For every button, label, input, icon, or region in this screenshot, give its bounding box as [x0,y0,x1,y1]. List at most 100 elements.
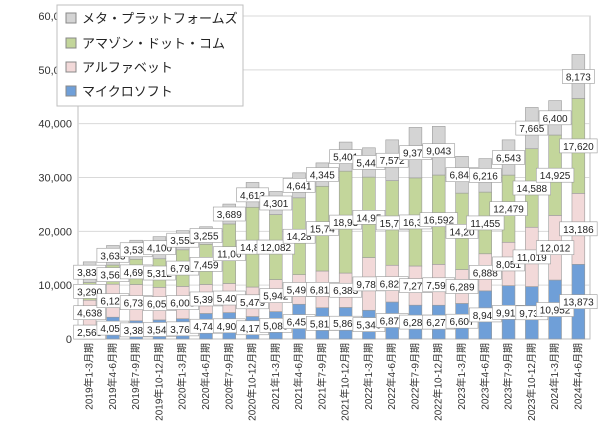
data-label: 5,479 [240,298,265,309]
x-tick-label: 2020年10-12月期 [246,343,259,421]
data-label: 4,641 [287,181,312,192]
legend-label-amazon: アマゾン・ドット・コム [82,36,225,51]
data-label: 5,401 [333,153,358,164]
x-tick-label: 2021年4-6月期 [292,343,305,410]
data-label: 12,082 [261,243,292,254]
data-label: 4,744 [193,322,218,333]
data-label: 3,767 [170,325,195,336]
data-label: 11,06 [217,250,242,261]
data-label: 12,012 [540,244,571,255]
data-label: 14,28 [287,232,312,243]
data-label: 6,005 [170,299,195,310]
data-label: 14,925 [540,171,571,182]
data-label: 6,799 [170,264,195,275]
legend-item-meta: メタ・プラットフォームズ [65,11,238,26]
data-label-box [256,239,295,255]
x-tick-label: 2021年7-9月期 [315,343,328,410]
legend-swatch-meta [65,12,77,24]
x-tick-label: 2019年1-3月期 [83,343,96,410]
data-label-box [259,195,293,211]
data-label-box [419,212,458,227]
data-label: 16,37 [403,218,428,229]
data-label: 3,837 [77,268,102,279]
data-label: 4,174 [240,324,265,335]
data-label: 3,532 [124,246,149,257]
data-label: 7,276 [403,282,428,293]
data-label-box [466,215,505,231]
data-label: 3,385 [124,326,149,337]
data-label: 3,290 [77,287,102,298]
data-label-box [512,180,551,196]
data-label: 6,888 [473,268,498,279]
data-label: 11,455 [470,219,500,230]
data-label: 6,842 [449,171,474,182]
x-tick-label: 2022年7-9月期 [408,343,421,410]
data-label: 5,312 [147,269,172,280]
data-label: 14,588 [517,184,548,195]
data-label: 6,289 [449,283,474,294]
data-label: 4,613 [240,191,265,202]
data-label: 5,340 [356,321,381,332]
data-label: 5,942 [263,292,288,303]
x-tick-label: 2022年10-12月期 [432,343,445,421]
data-label-box [189,228,223,243]
data-label: 5,496 [287,285,312,296]
data-label: 6,052 [147,300,172,311]
data-label: 6,819 [310,285,335,296]
data-label: 7,459 [193,260,218,271]
legend-swatch-microsoft [65,85,77,97]
data-label-box [489,201,528,216]
data-label: 4,345 [310,171,335,182]
data-label: 6,607 [449,317,474,328]
data-label: 4,907 [217,322,242,333]
data-label: 5,391 [193,295,218,306]
data-label-box [535,167,575,183]
data-label: 12,479 [493,205,524,216]
data-label-box [422,143,456,158]
data-label: 2,565 [77,328,102,339]
x-tick-label: 2023年7-9月期 [502,343,515,410]
data-label: 8,943 [473,311,498,322]
x-tick-label: 2022年1-3月期 [362,343,375,410]
data-label: 5,406 [217,294,242,305]
y-tick-label: 30,000 [38,173,72,185]
data-label: 7,595 [426,281,451,292]
x-tick-label: 2019年4-6月期 [106,343,119,410]
data-label: 4,051 [100,324,125,335]
legend-item-microsoft: マイクロソフト [65,84,173,99]
data-label: 3,689 [217,210,242,221]
x-tick-label: 2021年1-3月期 [269,343,282,410]
x-tick-label: 2020年4-6月期 [199,343,212,410]
data-label: 6,543 [496,153,521,164]
x-tick-label: 2020年7-9月期 [222,343,235,410]
data-label-box [559,138,598,154]
data-label: 9,375 [403,149,428,160]
data-label: 4,638 [77,309,102,320]
x-tick-label: 2023年1-3月期 [455,343,468,410]
data-label: 8,173 [566,72,591,83]
data-label: 3,255 [193,232,218,243]
x-tick-label: 2022年4-6月期 [385,343,398,410]
data-label-box [73,305,106,321]
legend-item-amazon: アマゾン・ドット・コム [65,36,225,51]
data-label: 9,917 [496,308,521,319]
x-tick-label: 2024年1-3月期 [548,343,561,410]
y-tick-label: 20,000 [38,226,72,238]
x-axis: 2019年1-3月期 2019年4-6月期 2019年7-9月期 2019年10-12… [83,343,585,421]
y-tick-label: 40,000 [38,119,72,131]
data-label: 4,100 [147,244,172,255]
data-label: 9,786 [356,280,381,291]
data-label-box [559,294,598,309]
x-tick-label: 2019年10-12月期 [152,343,165,421]
legend: メタ・プラットフォームズ アマゾン・ドット・コム アルファベット マイクロソフト [56,4,244,107]
y-tick-label: 0 [66,334,72,346]
data-label: 6,216 [473,171,498,182]
legend-swatch-amazon [65,37,77,49]
data-label-box [535,240,575,256]
x-tick-label: 2023年4-6月期 [478,343,491,410]
data-label: 8,051 [496,260,521,271]
data-label-box [445,279,479,294]
x-tick-label: 2021年10-12月期 [339,343,352,421]
data-label-box [212,206,246,222]
